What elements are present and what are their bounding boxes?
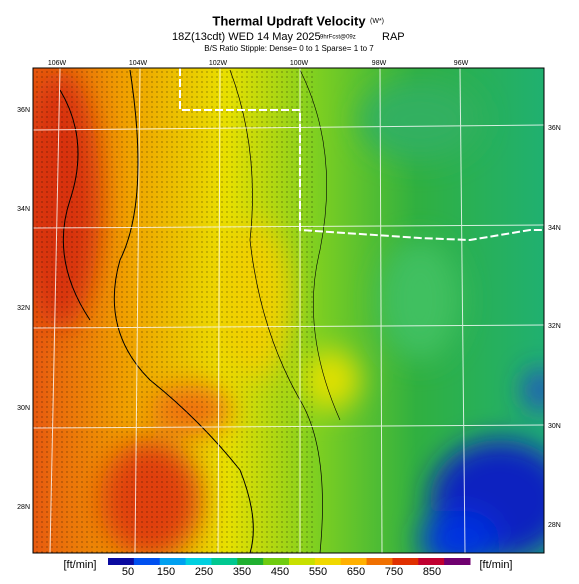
subtitle-model: RAP <box>382 31 405 43</box>
colorbar-swatch <box>366 558 393 565</box>
lat-label-left: 28N <box>17 504 30 511</box>
colorbar-swatch <box>237 558 264 565</box>
colorbar-tick-label: 550 <box>309 566 327 578</box>
colorbar-swatch <box>289 558 316 565</box>
colorbar-tick-label: 650 <box>347 566 365 578</box>
lat-label-left: 32N <box>17 305 30 312</box>
colorbar-tick-label: 850 <box>423 566 441 578</box>
lat-label-right: 34N <box>548 225 561 232</box>
map-field <box>33 68 544 553</box>
lat-label-left: 36N <box>17 107 30 114</box>
colorbar-swatch <box>340 558 368 565</box>
lat-label-right: 28N <box>548 522 561 529</box>
colorbar-swatch <box>211 558 238 565</box>
colorbar-tick-label: 150 <box>157 566 175 578</box>
colorbar-unit-left: [ft/min] <box>63 559 96 571</box>
subtitle-stipple: B/S Ratio Stipple: Dense= 0 to 1 Sparse=… <box>204 44 374 53</box>
lon-label: 98W <box>372 60 387 67</box>
lat-label-left: 34N <box>17 206 30 213</box>
colorbar-swatch <box>159 558 187 565</box>
title: Thermal Updraft Velocity <box>212 13 366 28</box>
lat-label-right: 30N <box>548 423 561 430</box>
lat-label-right: 36N <box>548 125 561 132</box>
lon-label: 104W <box>129 60 148 67</box>
title-unit: (W*) <box>370 18 384 25</box>
colorbar-tick-label: 750 <box>385 566 403 578</box>
colorbar-swatch <box>392 558 419 565</box>
colorbar-swatch <box>185 558 212 565</box>
colorbar-swatch <box>108 558 135 565</box>
colorbar-tick-label: 50 <box>122 566 134 578</box>
colorbar-tick-label: 250 <box>195 566 213 578</box>
colorbar-tick-label: 350 <box>233 566 251 578</box>
colorbar-swatch <box>418 558 445 565</box>
lat-label-right: 32N <box>548 323 561 330</box>
lat-label-left: 30N <box>17 405 30 412</box>
colorbar-swatch <box>444 558 471 565</box>
lon-label: 96W <box>454 60 469 67</box>
colorbar-swatch <box>263 558 290 565</box>
colorbar-unit-right: [ft/min] <box>479 559 512 571</box>
subtitle-forecast: 9hrFcst@09z <box>320 35 356 41</box>
subtitle-time: 18Z(13cdt) WED 14 May 2025 <box>172 31 321 43</box>
colorbar-swatch <box>133 558 161 565</box>
lon-label: 100W <box>290 60 309 67</box>
colorbar-tick-label: 450 <box>271 566 289 578</box>
map-frame <box>32 67 545 554</box>
colorbar-swatch <box>314 558 342 565</box>
lon-label: 106W <box>48 60 67 67</box>
lon-label: 102W <box>209 60 228 67</box>
